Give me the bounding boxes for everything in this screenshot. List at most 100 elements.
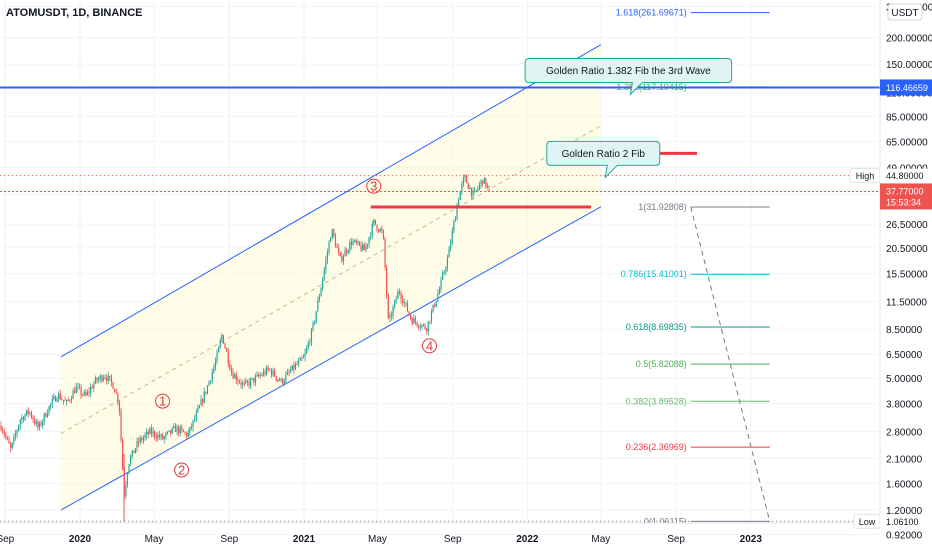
candle-body: [86, 391, 89, 395]
candle-body: [211, 372, 213, 381]
price-tick-label: 26.50000: [886, 220, 928, 231]
candle-body: [438, 289, 441, 295]
candle-body: [186, 432, 188, 437]
candle-body: [45, 413, 47, 417]
candle-body: [184, 431, 186, 433]
candle-body: [413, 318, 415, 324]
horizontal-level-value: 116.46659: [886, 83, 928, 93]
candle-body: [194, 419, 196, 421]
candle-body: [243, 382, 245, 384]
parallel-channel[interactable]: [60, 44, 602, 511]
channel-lower-line[interactable]: [60, 206, 602, 511]
candle-body: [282, 378, 284, 384]
candle-body: [330, 238, 332, 242]
candle-body: [426, 328, 428, 332]
candle-body: [27, 410, 29, 414]
fib-retracement[interactable]: 1.618(261.69671)1.382(117.19415)1(31.928…: [616, 8, 771, 527]
callouts[interactable]: Golden Ratio 1.382 Fib the 3rd Wave Golde…: [524, 57, 733, 179]
candle-body: [293, 365, 295, 370]
candle-body: [267, 367, 269, 370]
fib-level-label: 0.236(2.36969): [626, 442, 687, 452]
fib-trend-line[interactable]: [690, 206, 771, 522]
candle-body: [24, 414, 26, 421]
candle-body: [160, 434, 162, 438]
candle-body: [114, 389, 116, 393]
wave-label: 3: [370, 179, 377, 194]
time-tick-label: May: [368, 534, 387, 545]
candle-body: [259, 375, 261, 377]
candle-body: [432, 304, 434, 312]
candle-body: [136, 441, 138, 449]
currency-button[interactable]: [887, 3, 923, 21]
candle-body: [403, 302, 405, 304]
price-tick-label: 20.50000: [886, 244, 928, 255]
candle-body: [216, 352, 218, 362]
candle-body: [234, 374, 236, 379]
candle-body: [488, 185, 490, 187]
candle-body: [309, 342, 311, 344]
candle-body: [250, 379, 252, 386]
candle-body: [456, 205, 458, 219]
wave-label: 2: [178, 463, 185, 478]
candle-body: [323, 269, 325, 280]
candle-body: [72, 390, 74, 399]
candle-body: [408, 311, 410, 315]
candle-body: [238, 381, 241, 383]
callout-box[interactable]: [546, 140, 661, 179]
candle-body: [158, 434, 161, 438]
candle-body: [394, 300, 396, 308]
candle-body: [125, 484, 127, 497]
candle-body: [307, 342, 309, 348]
candle-body: [112, 382, 114, 390]
horizontal-level-tag: [880, 79, 932, 96]
candle-body: [51, 399, 53, 404]
time-tick-label: Sep: [220, 534, 238, 545]
candle-body: [240, 382, 242, 385]
candle-body: [166, 431, 169, 434]
candle-body: [21, 417, 23, 420]
wave-label: 4: [426, 338, 433, 353]
candle-body: [146, 431, 148, 435]
candle-body: [117, 393, 119, 403]
candle-body: [237, 380, 239, 382]
plot-area[interactable]: 1.618(261.69671)1.382(117.19415)1(31.928…: [0, 8, 880, 527]
candle-body: [224, 343, 226, 348]
wave-circle: [366, 178, 382, 194]
candle-body: [326, 252, 329, 260]
candle-body: [67, 400, 69, 401]
wave-circle: [155, 393, 171, 409]
candle-body: [278, 379, 281, 381]
candle-body: [466, 176, 468, 184]
candle-body: [406, 303, 409, 312]
candle-body: [171, 427, 173, 434]
channel-fill: [61, 44, 601, 511]
candle-body: [443, 271, 445, 274]
price-tick-label: 15.50000: [886, 270, 928, 281]
candle-body: [355, 240, 357, 243]
candle-body: [269, 369, 271, 370]
candle-body: [350, 242, 353, 245]
candle-body: [256, 374, 258, 377]
candle-body: [38, 422, 41, 428]
candle-body: [427, 321, 429, 332]
candle-body: [29, 412, 31, 414]
callout-box[interactable]: [524, 57, 733, 96]
candle-body: [357, 241, 359, 243]
candle-body: [411, 318, 413, 324]
candle-body: [152, 431, 154, 434]
candle-body: [8, 438, 10, 444]
candle-body: [283, 381, 285, 384]
candle-body: [280, 378, 282, 381]
fib-level-label: 0.786(15.41001): [621, 269, 687, 279]
candle-body: [139, 437, 141, 443]
channel-upper-line[interactable]: [60, 44, 602, 358]
time-axis[interactable]: Sep 2020 May Sep 2021 May Sep 2022 May Sep 2023: [0, 534, 762, 545]
low-value-bg: [880, 514, 932, 529]
candle-body: [163, 436, 165, 440]
candle-body: [221, 335, 223, 341]
candle-body: [246, 380, 249, 382]
candle-body: [35, 421, 37, 424]
candle-body: [416, 322, 418, 326]
candle-body: [0, 425, 2, 430]
